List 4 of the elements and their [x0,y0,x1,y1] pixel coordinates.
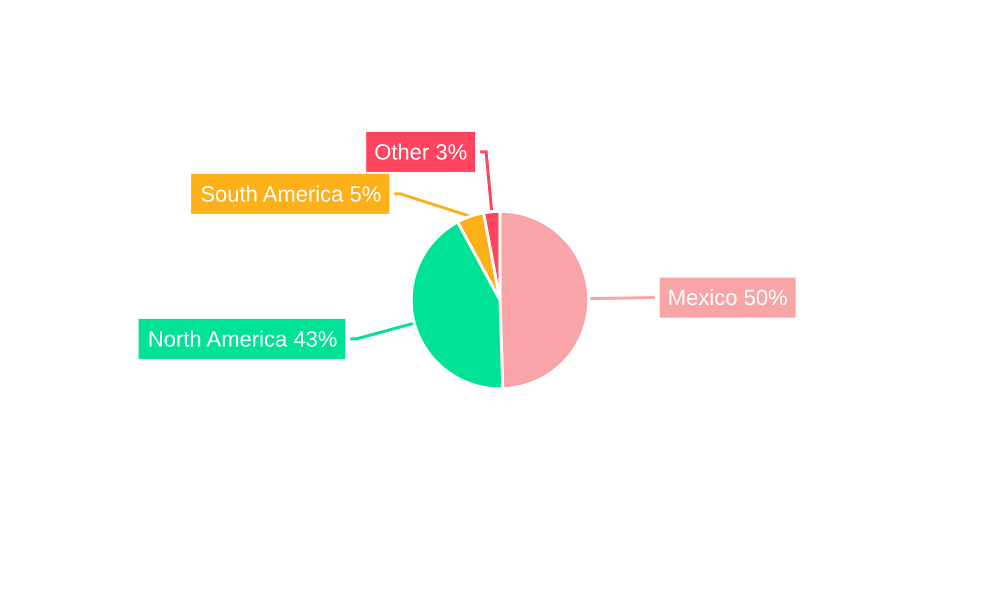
slice-label: North America 43% [148,326,338,352]
slice-label: Mexico 50% [668,285,788,310]
slice-label: South America 5% [200,181,382,206]
slice-label: Other 3% [374,139,468,164]
